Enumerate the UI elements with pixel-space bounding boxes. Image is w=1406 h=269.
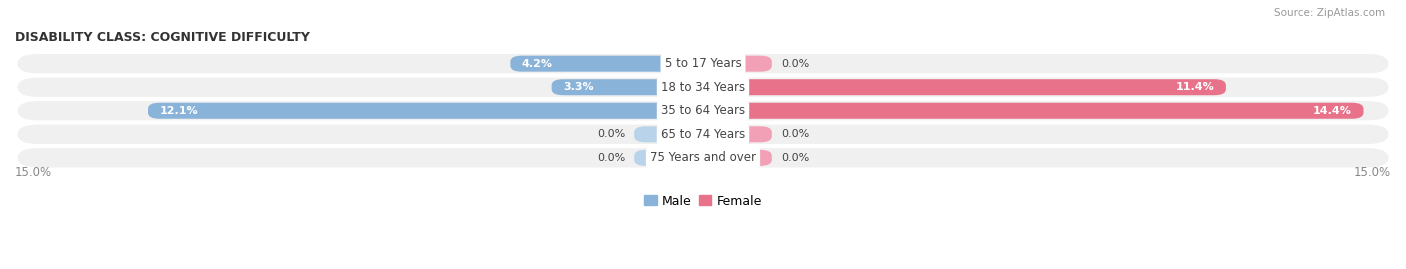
FancyBboxPatch shape <box>551 79 703 95</box>
FancyBboxPatch shape <box>148 103 703 119</box>
FancyBboxPatch shape <box>703 126 772 142</box>
FancyBboxPatch shape <box>17 77 1389 97</box>
Text: 15.0%: 15.0% <box>15 166 52 179</box>
FancyBboxPatch shape <box>17 101 1389 121</box>
Text: 5 to 17 Years: 5 to 17 Years <box>665 57 741 70</box>
FancyBboxPatch shape <box>634 126 703 142</box>
FancyBboxPatch shape <box>703 79 1226 95</box>
Text: 35 to 64 Years: 35 to 64 Years <box>661 104 745 117</box>
Text: 65 to 74 Years: 65 to 74 Years <box>661 128 745 141</box>
Text: 18 to 34 Years: 18 to 34 Years <box>661 81 745 94</box>
Text: Source: ZipAtlas.com: Source: ZipAtlas.com <box>1274 8 1385 18</box>
FancyBboxPatch shape <box>17 54 1389 73</box>
Text: 11.4%: 11.4% <box>1175 82 1215 92</box>
FancyBboxPatch shape <box>703 103 1364 119</box>
FancyBboxPatch shape <box>634 150 703 166</box>
Text: 0.0%: 0.0% <box>780 129 810 139</box>
FancyBboxPatch shape <box>510 56 703 72</box>
Text: 0.0%: 0.0% <box>780 153 810 163</box>
Text: 0.0%: 0.0% <box>596 129 626 139</box>
Text: 12.1%: 12.1% <box>159 106 198 116</box>
FancyBboxPatch shape <box>17 148 1389 168</box>
Text: 3.3%: 3.3% <box>564 82 593 92</box>
FancyBboxPatch shape <box>703 150 772 166</box>
Text: 0.0%: 0.0% <box>780 59 810 69</box>
Text: 14.4%: 14.4% <box>1313 106 1353 116</box>
Legend: Male, Female: Male, Female <box>640 190 766 213</box>
Text: 75 Years and over: 75 Years and over <box>650 151 756 164</box>
FancyBboxPatch shape <box>17 125 1389 144</box>
Text: 4.2%: 4.2% <box>522 59 553 69</box>
Text: 15.0%: 15.0% <box>1354 166 1391 179</box>
FancyBboxPatch shape <box>703 56 772 72</box>
Text: DISABILITY CLASS: COGNITIVE DIFFICULTY: DISABILITY CLASS: COGNITIVE DIFFICULTY <box>15 31 309 44</box>
Text: 0.0%: 0.0% <box>596 153 626 163</box>
